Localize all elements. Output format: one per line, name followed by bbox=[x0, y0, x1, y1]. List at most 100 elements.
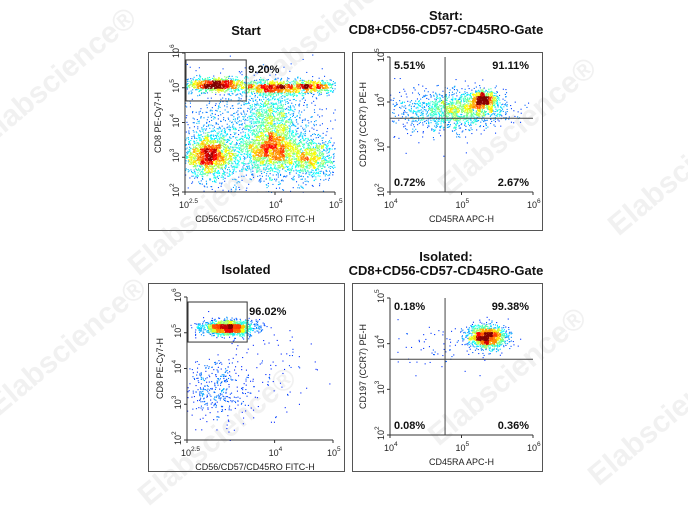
event-point bbox=[252, 162, 254, 164]
event-point bbox=[195, 147, 197, 149]
event-point bbox=[216, 89, 218, 91]
event-point bbox=[274, 160, 276, 162]
event-point bbox=[255, 146, 257, 148]
event-point bbox=[292, 85, 294, 87]
event-point bbox=[258, 120, 260, 122]
event-point bbox=[210, 131, 212, 133]
event-point bbox=[318, 149, 320, 151]
event-point bbox=[262, 129, 264, 131]
event-point bbox=[221, 183, 223, 185]
event-point bbox=[313, 171, 315, 173]
event-point bbox=[302, 135, 304, 137]
panel-start bbox=[148, 52, 345, 231]
event-point bbox=[294, 139, 296, 141]
event-point bbox=[231, 141, 233, 143]
event-point bbox=[248, 92, 250, 94]
event-point bbox=[316, 156, 318, 158]
event-point bbox=[319, 82, 321, 84]
event-point bbox=[334, 82, 336, 84]
event-point bbox=[289, 141, 291, 143]
event-point bbox=[190, 80, 192, 82]
event-point bbox=[298, 112, 300, 114]
event-point bbox=[289, 118, 291, 120]
event-point bbox=[260, 118, 262, 120]
event-point bbox=[217, 150, 219, 152]
event-point bbox=[191, 161, 193, 163]
event-point bbox=[228, 175, 230, 177]
event-point bbox=[237, 160, 239, 162]
event-point bbox=[189, 161, 191, 163]
event-point bbox=[269, 122, 271, 124]
event-point bbox=[202, 92, 204, 94]
event-point bbox=[244, 87, 246, 89]
event-point bbox=[327, 92, 329, 94]
event-point bbox=[264, 119, 266, 121]
event-point bbox=[192, 84, 194, 86]
event-point bbox=[298, 92, 300, 94]
event-point bbox=[322, 145, 324, 147]
event-point bbox=[229, 152, 231, 154]
event-point bbox=[228, 140, 230, 142]
event-point bbox=[252, 156, 254, 158]
event-point bbox=[237, 154, 239, 156]
event-point bbox=[282, 115, 284, 117]
event-point bbox=[288, 78, 290, 80]
event-point bbox=[220, 168, 222, 170]
event-point bbox=[253, 113, 255, 115]
event-point bbox=[199, 90, 201, 92]
event-point bbox=[251, 160, 253, 162]
event-point bbox=[233, 113, 235, 115]
event-point bbox=[213, 135, 215, 137]
event-point bbox=[327, 156, 329, 158]
event-point bbox=[294, 161, 296, 163]
event-point bbox=[260, 163, 262, 165]
event-point bbox=[266, 135, 268, 137]
event-point bbox=[271, 168, 273, 170]
event-point bbox=[186, 156, 188, 158]
event-point bbox=[254, 100, 256, 102]
event-point bbox=[233, 80, 235, 82]
event-point bbox=[298, 137, 300, 139]
event-point bbox=[211, 130, 213, 132]
event-point bbox=[319, 151, 321, 153]
event-point bbox=[289, 128, 291, 130]
event-point bbox=[270, 166, 272, 168]
event-point bbox=[204, 168, 206, 170]
event-point bbox=[275, 123, 277, 125]
event-point bbox=[282, 130, 284, 132]
flow-cytometry-figure: 102.5 104 105102103104105106CD56/CD57/CD45… bbox=[153, 44, 541, 472]
event-point bbox=[316, 163, 318, 165]
event-point bbox=[282, 165, 284, 167]
event-point bbox=[215, 163, 217, 165]
event-point bbox=[229, 175, 231, 177]
event-point bbox=[253, 133, 255, 135]
event-point bbox=[230, 143, 232, 145]
event-point bbox=[285, 160, 287, 162]
event-point bbox=[225, 159, 227, 161]
event-point bbox=[244, 82, 246, 84]
event-point bbox=[334, 166, 336, 168]
event-point bbox=[196, 132, 198, 134]
event-point bbox=[206, 122, 208, 124]
event-point bbox=[295, 172, 297, 174]
event-point bbox=[283, 125, 285, 127]
event-point bbox=[263, 142, 265, 144]
event-point bbox=[284, 127, 286, 129]
event-point bbox=[272, 168, 274, 170]
event-point bbox=[302, 88, 304, 90]
event-point bbox=[189, 146, 191, 148]
event-point bbox=[282, 132, 284, 134]
event-point bbox=[232, 163, 234, 165]
event-point bbox=[217, 171, 219, 173]
event-point bbox=[295, 150, 297, 152]
event-point bbox=[271, 159, 273, 161]
event-point bbox=[328, 84, 330, 86]
event-point bbox=[269, 109, 271, 111]
event-point bbox=[258, 160, 260, 162]
event-point bbox=[270, 81, 272, 83]
event-point bbox=[236, 76, 238, 78]
event-point bbox=[310, 166, 312, 168]
event-point bbox=[283, 126, 285, 128]
event-point bbox=[189, 66, 191, 68]
event-point bbox=[230, 158, 232, 160]
